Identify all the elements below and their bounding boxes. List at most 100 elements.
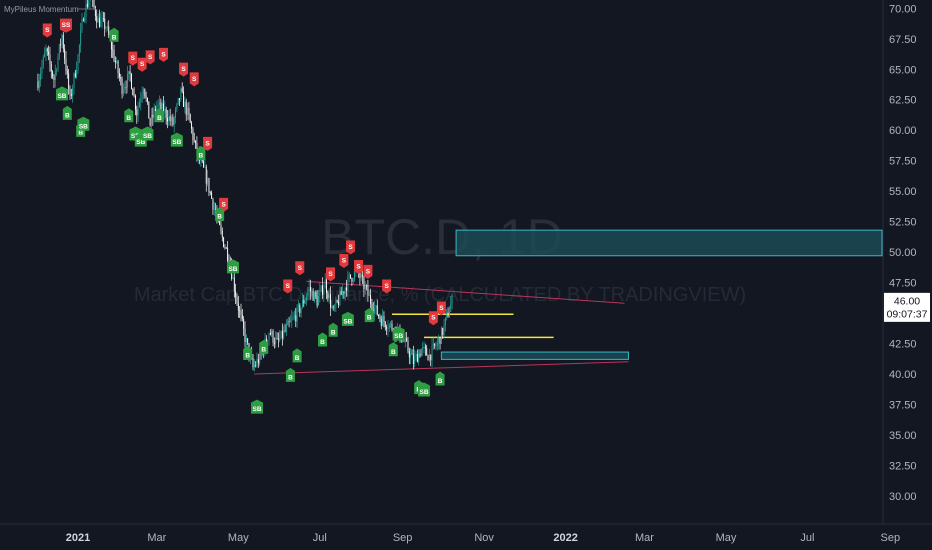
buy-signal: B: [388, 342, 398, 357]
candle-body: [48, 51, 50, 55]
trendline: [254, 361, 629, 375]
indicator-legend[interactable]: MyPileus Momentum: [4, 5, 96, 14]
candle-body: [380, 318, 382, 326]
candle-body: [256, 359, 258, 366]
sell-signal-label: SS: [62, 22, 71, 29]
buy-signal-label: SB: [172, 139, 181, 146]
candle-body: [96, 16, 98, 23]
buy-signal-flag: [62, 105, 72, 120]
sell-signal-flag: [346, 240, 356, 255]
candle-body: [331, 306, 333, 308]
buy-signal-label: SB: [79, 123, 88, 130]
candle-body: [343, 291, 345, 294]
candle-body: [128, 71, 130, 74]
candle-body: [203, 161, 205, 167]
candle-body: [252, 357, 254, 368]
candle-body: [326, 279, 327, 293]
candle-body: [120, 77, 122, 80]
buy-signal-flag: [392, 326, 405, 341]
sell-signal-flag: [436, 301, 446, 316]
candle-body: [86, 3, 88, 7]
candle-body: [440, 327, 442, 344]
candle-body: [116, 61, 118, 63]
candle-body: [432, 343, 434, 346]
x-tick-label: Mar: [147, 532, 166, 544]
candle-body: [418, 353, 420, 363]
buy-signal-label: B: [391, 349, 396, 356]
x-tick-label: Jul: [800, 532, 814, 544]
buy-signal-label: SB: [136, 139, 145, 146]
candle-body: [273, 342, 275, 344]
candle-body: [153, 109, 155, 118]
candles: [37, 0, 453, 372]
candle-body: [62, 34, 64, 49]
candle-body: [144, 88, 146, 97]
sell-signal-label: S: [140, 61, 145, 68]
signal-markers: SSSSSSSSSSSSSSSSSSSSSSBBBSBBBSBSBSBBSBBB…: [42, 18, 446, 414]
candle-body: [301, 300, 303, 308]
candle-body: [374, 308, 376, 314]
candle-body: [183, 91, 184, 107]
candle-body: [448, 311, 450, 317]
candle-body: [316, 296, 318, 306]
candle-body: [430, 354, 432, 361]
time-axis[interactable]: 2021 Mar May Jul Sep Nov 2022 Mar May Jul Sep: [66, 532, 900, 544]
candle-body: [359, 272, 361, 278]
candle-body: [334, 307, 335, 309]
candle-body: [193, 139, 195, 141]
candle-body: [221, 230, 223, 238]
candle-body: [223, 237, 225, 248]
candle-body: [424, 346, 426, 349]
buy-signal: B: [196, 146, 206, 161]
candle-body: [277, 338, 279, 340]
buy-signal: B: [285, 367, 295, 382]
candle-body: [368, 295, 370, 297]
sell-signal-label: S: [439, 305, 444, 312]
buy-signal: B: [62, 105, 72, 120]
candle-body: [255, 365, 257, 367]
candle-body: [407, 340, 409, 352]
sell-signal: S: [339, 253, 349, 268]
sell-signal-flag: [382, 279, 392, 294]
price-axis[interactable]: 70.00 67.50 65.00 62.50 60.00 57.50 55.00 52.50…: [889, 3, 917, 503]
buy-signal-label: B: [245, 352, 250, 359]
buy-signal-flag: [251, 399, 264, 414]
candle-body: [57, 56, 59, 71]
candle-body: [446, 312, 448, 318]
buy-signal: SB: [141, 126, 154, 141]
candle-body: [102, 18, 104, 20]
candle-body: [81, 19, 83, 31]
candle-body: [300, 307, 302, 314]
buy-signal-label: B: [288, 374, 293, 381]
y-tick-label: 32.50: [889, 460, 917, 472]
candle-body: [124, 87, 126, 90]
candle-body: [64, 48, 66, 59]
candle-body: [272, 330, 274, 343]
candle-body: [140, 98, 142, 103]
candle-body: [296, 306, 298, 322]
candle-body: [93, 0, 95, 8]
x-tick-label: Nov: [474, 532, 494, 544]
candle-body: [292, 316, 294, 319]
candle-body: [439, 337, 441, 344]
candle-body: [319, 290, 321, 297]
buy-signal: B: [215, 206, 225, 221]
zone-box: [455, 229, 883, 257]
candle-body: [177, 98, 179, 104]
candle-body: [136, 109, 138, 116]
buy-signal: B: [109, 27, 119, 42]
trendlines: [254, 280, 629, 375]
candle-body: [275, 338, 277, 344]
candle-body: [406, 337, 408, 341]
y-tick-label: 67.50: [889, 34, 917, 46]
buy-signal: B: [154, 108, 164, 123]
candle-body: [208, 178, 210, 193]
buy-signal-label: SB: [143, 133, 152, 140]
candle-body: [78, 45, 80, 56]
candle-body: [171, 117, 172, 121]
sell-signal-label: S: [298, 265, 303, 272]
candle-body: [207, 178, 209, 184]
candle-body: [422, 347, 424, 350]
